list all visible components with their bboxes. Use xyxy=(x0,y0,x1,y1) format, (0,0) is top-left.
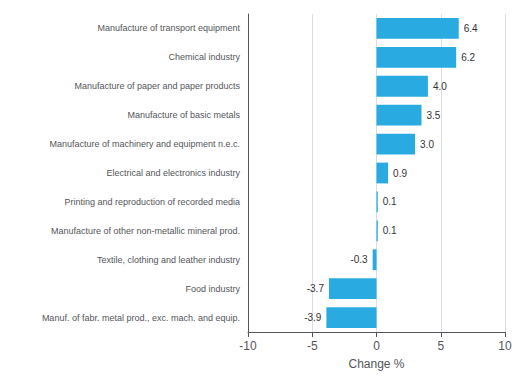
svg-text:Printing and reproduction of r: Printing and reproduction of recorded me… xyxy=(64,197,240,207)
svg-text:-3.7: -3.7 xyxy=(307,283,325,294)
svg-text:Manuf. of fabr. metal prod., e: Manuf. of fabr. metal prod., exc. mach. … xyxy=(42,313,240,323)
svg-text:0.1: 0.1 xyxy=(383,225,397,236)
svg-text:Food industry: Food industry xyxy=(185,284,240,294)
svg-text:0: 0 xyxy=(373,339,380,353)
svg-text:5: 5 xyxy=(437,339,444,353)
svg-text:Manufacture of machinery and e: Manufacture of machinery and equipment n… xyxy=(49,139,240,149)
svg-text:-5: -5 xyxy=(307,339,318,353)
svg-text:Manufacture of basic metals: Manufacture of basic metals xyxy=(127,110,240,120)
svg-text:Chemical industry: Chemical industry xyxy=(168,52,240,62)
svg-text:Manufacture of paper and paper: Manufacture of paper and paper products xyxy=(74,81,240,91)
svg-text:3.0: 3.0 xyxy=(420,139,434,150)
svg-text:Manufacture of transport equip: Manufacture of transport equipment xyxy=(97,23,240,33)
svg-text:Electrical and electronics ind: Electrical and electronics industry xyxy=(106,168,240,178)
svg-text:Manufacture of other non-metal: Manufacture of other non-metallic minera… xyxy=(51,226,240,236)
svg-text:-0.3: -0.3 xyxy=(350,254,368,265)
svg-text:10: 10 xyxy=(498,339,512,353)
svg-text:6.4: 6.4 xyxy=(464,23,478,34)
svg-text:4.0: 4.0 xyxy=(433,81,447,92)
svg-text:-10: -10 xyxy=(239,339,257,353)
svg-text:6.2: 6.2 xyxy=(461,52,475,63)
svg-text:-3.9: -3.9 xyxy=(304,312,322,323)
svg-text:0.9: 0.9 xyxy=(393,168,407,179)
svg-text:3.5: 3.5 xyxy=(426,110,440,121)
svg-text:Textile, clothing and leather: Textile, clothing and leather industry xyxy=(97,255,241,265)
svg-text:0.1: 0.1 xyxy=(383,196,397,207)
svg-text:Change %: Change % xyxy=(348,357,404,371)
